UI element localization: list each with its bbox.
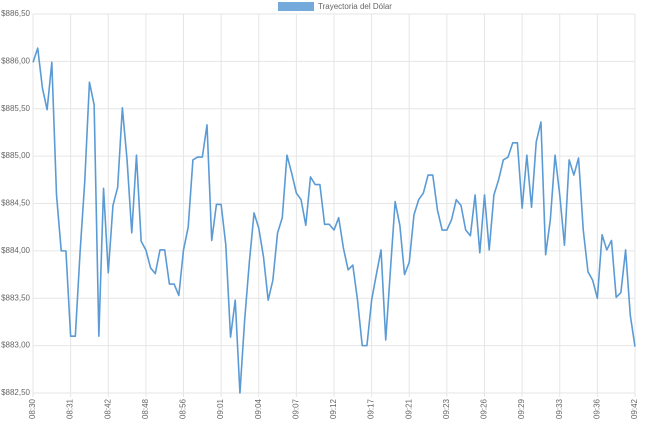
legend-swatch [278,2,314,11]
x-tick-label: 09:42 [630,398,639,419]
x-tick-label: 09:21 [404,398,413,419]
y-tick-label: $884,50 [1,199,30,208]
data-line [32,47,636,394]
y-tick-label: $882,50 [1,388,30,397]
x-tick-label: 09:36 [592,398,601,419]
y-tick-label: $883,50 [1,293,30,302]
y-tick-label: $884,00 [1,246,30,255]
legend-label: Trayectoria del Dólar [318,2,392,11]
y-tick-label: $883,00 [1,341,30,350]
x-tick-label: 08:56 [179,398,188,419]
x-tick-label: 09:01 [216,398,225,419]
x-tick-label: 09:12 [329,398,338,419]
x-tick-label: 08:31 [66,398,75,419]
y-tick-label: $885,00 [1,151,30,160]
x-tick-label: 09:33 [555,398,564,419]
x-tick-label: 09:07 [291,398,300,419]
x-tick-label: 09:29 [517,398,526,419]
x-tick-label: 08:48 [141,398,150,419]
y-tick-label: $886,50 [1,9,30,18]
y-tick-label: $886,00 [1,56,30,65]
x-tick-label: 09:26 [480,398,489,419]
x-tick-label: 08:30 [28,398,37,419]
x-tick-label: 09:23 [442,398,451,419]
x-tick-label: 09:17 [367,398,376,419]
x-tick-label: 08:42 [103,398,112,419]
x-tick-label: 09:04 [254,398,263,419]
y-tick-label: $885,50 [1,104,30,113]
